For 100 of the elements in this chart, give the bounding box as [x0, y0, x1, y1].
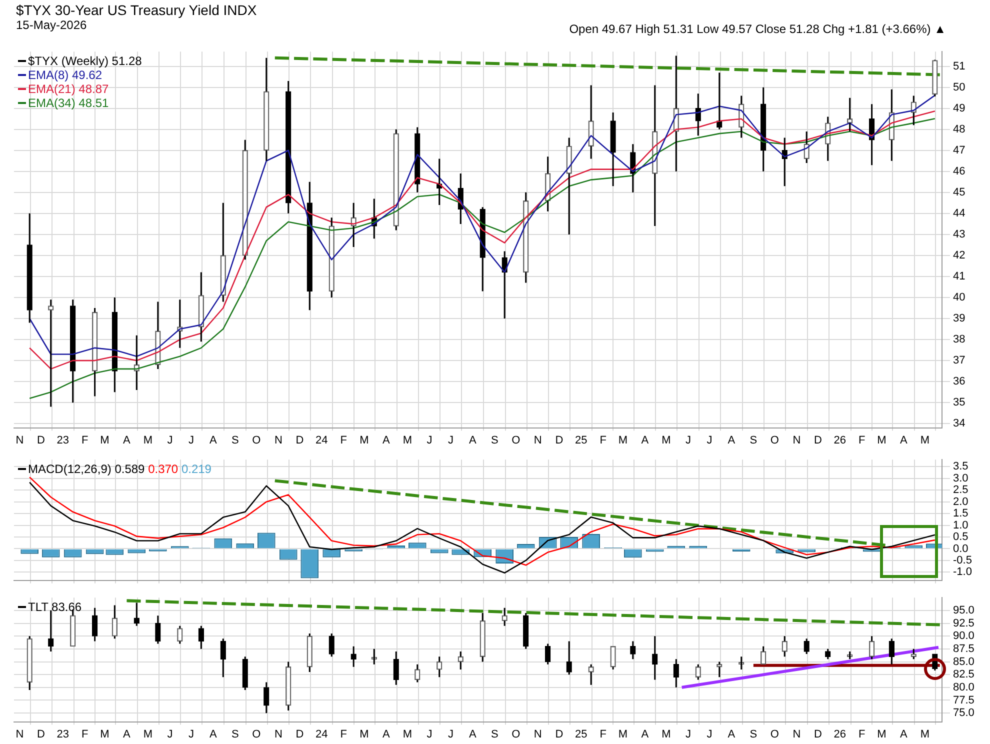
x-tick-label: M — [877, 434, 886, 446]
y-tick-label: 3.5 — [953, 460, 968, 473]
candlestick — [888, 638, 894, 666]
x-tick-label: S — [490, 728, 498, 740]
candlestick — [630, 640, 636, 660]
x-tick-label: F — [600, 728, 607, 740]
x-tick-label: A — [641, 728, 650, 740]
y-tick-label: 46 — [953, 165, 966, 178]
text: Open 49.67 High 51.31 Low 49.57 Close 51.28 Chg +1.81 (+3.66%) ▲ — [569, 22, 946, 36]
candlestick — [242, 656, 248, 691]
candlestick — [610, 646, 616, 670]
candlestick — [26, 212, 32, 324]
legend-label: $TYX (Weekly) 51.28 — [28, 54, 142, 68]
y-tick-label: 85.0 — [953, 656, 974, 668]
y-tick-label: 92.5 — [953, 617, 974, 630]
x-tick-label: 25 — [575, 728, 588, 740]
x-tick-label: A — [469, 728, 478, 740]
x-tick-label: D — [296, 728, 304, 740]
y-tick-label: 39 — [953, 312, 966, 325]
x-tick-label: S — [232, 434, 239, 446]
y-tick-label: 3.0 — [953, 472, 968, 484]
x-tick-label: A — [469, 434, 478, 446]
x-tick-label: D — [296, 434, 304, 446]
candlestick — [760, 86, 766, 172]
x-tick-label: N — [16, 434, 24, 446]
y-tick-label: 37 — [953, 354, 966, 367]
legend-label: EMA(34) 48.51 — [28, 96, 109, 110]
y-tick-label: 49 — [953, 102, 966, 114]
x-tick-label: J — [167, 728, 173, 740]
candlestick — [350, 646, 356, 668]
x-tick-label: D — [814, 728, 822, 740]
candlestick — [825, 648, 831, 660]
y-tick-label: 43 — [953, 228, 966, 240]
x-tick-label: A — [210, 728, 218, 740]
y-tick-label: 80.0 — [953, 681, 974, 694]
candlestick — [804, 638, 810, 655]
x-tick-label: M — [143, 728, 153, 740]
y-tick-label: 2.5 — [953, 484, 968, 496]
x-tick-label: O — [770, 728, 780, 740]
x-tick-label: J — [426, 728, 432, 740]
candlestick — [92, 307, 98, 398]
candlestick — [134, 602, 140, 627]
x-tick-label: O — [252, 434, 262, 446]
x-tick-label: N — [792, 728, 801, 740]
y-tick-label: 0.5 — [953, 531, 968, 544]
x-tick-label: N — [534, 728, 542, 740]
candlestick — [306, 632, 312, 673]
chart-title: $TYX 30-Year US Treasury Yield INDX — [16, 2, 258, 18]
text: 0.219 — [181, 462, 212, 476]
x-tick-label: O — [770, 434, 780, 446]
y-tick-label: -0.5 — [953, 554, 972, 566]
x-tick-label: F — [340, 434, 348, 446]
x-tick-label: M — [100, 434, 110, 446]
x-tick-label: 24 — [316, 728, 328, 740]
candlestick — [695, 92, 701, 136]
candlestick — [220, 638, 226, 678]
x-tick-label: M — [618, 434, 628, 446]
candlestick — [112, 604, 118, 640]
x-tick-label: 24 — [316, 434, 328, 446]
y-tick-label: -1.0 — [953, 566, 972, 578]
candlestick — [92, 607, 98, 642]
y-tick-label: 75.0 — [953, 707, 974, 720]
candlestick — [328, 632, 334, 658]
x-tick-label: N — [274, 434, 282, 446]
candlestick — [393, 650, 399, 686]
x-tick-label: M — [662, 728, 671, 740]
candlestick — [716, 661, 722, 678]
y-tick-label: 77.5 — [953, 694, 974, 706]
candlestick — [502, 607, 508, 627]
candlestick — [264, 57, 270, 162]
legend-label: EMA(8) 49.62 — [28, 68, 102, 82]
candlestick — [545, 643, 551, 666]
x-tick-label: J — [426, 434, 432, 446]
x-tick-label: J — [167, 434, 173, 446]
x-tick-label: J — [188, 728, 194, 740]
x-tick-label: D — [555, 434, 564, 446]
y-tick-label: 34 — [953, 418, 966, 430]
candlestick — [177, 625, 183, 645]
y-tick-label: 35 — [953, 396, 966, 409]
candlestick — [673, 658, 679, 688]
x-tick-label: M — [920, 434, 930, 446]
x-tick-label: M — [402, 434, 412, 446]
x-tick-label: F — [858, 434, 866, 446]
candlestick — [760, 646, 766, 665]
x-tick-label: N — [792, 434, 801, 446]
candlestick — [112, 296, 118, 393]
candlestick — [414, 664, 420, 684]
x-tick-label: S — [750, 434, 758, 446]
candlestick — [436, 158, 442, 206]
y-tick-label: 90.0 — [953, 630, 974, 642]
x-tick-label: M — [360, 728, 369, 740]
x-tick-label: J — [448, 728, 454, 740]
x-tick-label: D — [814, 434, 822, 446]
x-tick-label: 23 — [56, 434, 70, 446]
candlestick — [695, 664, 701, 680]
y-tick-label: 36 — [953, 376, 966, 388]
x-tick-label: O — [512, 434, 521, 446]
x-tick-label: A — [900, 728, 908, 740]
x-tick-label: A — [641, 434, 650, 446]
candlestick — [910, 648, 916, 660]
